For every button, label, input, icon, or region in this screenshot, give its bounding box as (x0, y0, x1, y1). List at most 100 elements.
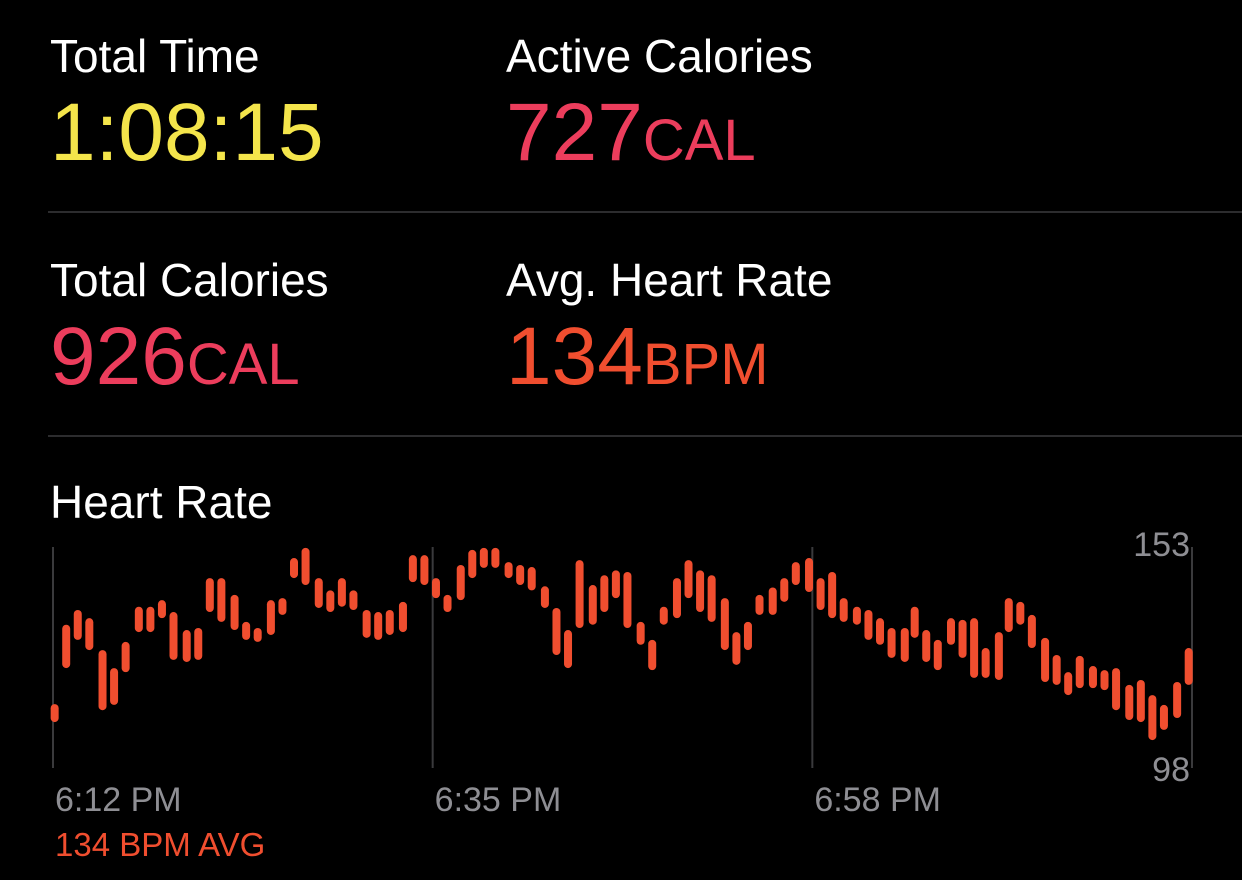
heart-rate-bar (623, 571, 632, 628)
heart-rate-bar (290, 558, 299, 579)
x-tick-label: 6:12 PM (55, 781, 182, 819)
heart-rate-bar (157, 600, 166, 619)
heart-rate-bar (900, 628, 909, 662)
metric-label: Total Time (50, 30, 260, 82)
heart-rate-bar (420, 555, 429, 586)
heart-rate-bar (864, 610, 873, 640)
heart-rate-bar (1041, 637, 1050, 682)
value: 1:08:15 (50, 87, 324, 178)
heart-rate-bar (588, 585, 597, 625)
heart-rate-bar (385, 610, 394, 635)
heart-rate-bar (1125, 684, 1134, 721)
y-tick-label: 98 (1152, 751, 1190, 789)
heart-rate-bar (696, 570, 705, 613)
heart-rate-bar (253, 628, 262, 642)
heart-rate-bar (110, 668, 119, 705)
unit: CAL (187, 332, 300, 397)
heart-rate-bar (169, 612, 178, 660)
heart-rate-bar (278, 598, 287, 615)
metric-value: 926CAL (50, 311, 300, 402)
heart-rate-bar (362, 610, 371, 638)
heart-rate-bar (85, 618, 94, 651)
chart-footer: 134 BPM AVG (55, 826, 265, 863)
heart-rate-bar (456, 565, 465, 601)
heart-rate-bar (707, 575, 716, 622)
heart-rate-bar (479, 547, 488, 568)
value: 727 (506, 87, 643, 178)
heart-rate-bar (755, 594, 764, 615)
heart-rate-bar (852, 606, 861, 625)
heart-rate-bar (1016, 601, 1025, 625)
value: 926 (50, 311, 187, 402)
heart-rate-bar (1100, 670, 1109, 691)
heart-rate-bar (780, 578, 789, 602)
heart-rate-bar (398, 601, 407, 633)
heart-rate-bar (1052, 655, 1061, 685)
x-tick-label: 6:58 PM (814, 781, 941, 819)
heart-rate-bar (672, 578, 681, 619)
heart-rate-bar (1075, 655, 1084, 689)
x-tick-label: 6:35 PM (435, 781, 562, 819)
unit: BPM (643, 332, 769, 397)
unit: CAL (643, 108, 756, 173)
heart-rate-bar (839, 598, 848, 622)
heart-rate-bar (768, 587, 777, 615)
heart-rate-bar (575, 560, 584, 628)
heart-rate-bar (910, 606, 919, 638)
heart-rate-bar (314, 578, 323, 608)
heart-rate-bar (946, 618, 955, 645)
heart-rate-bar (349, 590, 358, 610)
heart-rate-bar (98, 650, 107, 711)
metric-label: Total Calories (50, 254, 329, 306)
heart-rate-bar (134, 606, 143, 633)
heart-rate-bar (1088, 666, 1097, 689)
value: 134 (506, 311, 643, 402)
heart-rate-bar (933, 639, 942, 671)
heart-rate-bar (659, 606, 668, 625)
heart-rate-bar (182, 630, 191, 662)
heart-rate-bar (958, 619, 967, 658)
heart-rate-bar (970, 618, 979, 678)
heart-rate-bar (732, 632, 741, 665)
heart-rate-bar (1159, 704, 1168, 730)
y-tick-label: 153 (1133, 526, 1190, 564)
heart-rate-bar (491, 547, 500, 568)
heart-rate-bar (981, 648, 990, 678)
metric-label: Avg. Heart Rate (506, 254, 832, 306)
heart-rate-bar (443, 594, 452, 613)
metric-value: 134BPM (506, 311, 769, 402)
heart-rate-bar (337, 578, 346, 607)
heart-rate-bar (611, 570, 620, 599)
heart-rate-bar (648, 639, 657, 671)
heart-rate-bar (876, 618, 885, 645)
heart-rate-bar (600, 575, 609, 613)
heart-rate-bar (205, 578, 214, 613)
heart-rate-bar (217, 578, 226, 622)
heart-rate-bar (887, 628, 896, 658)
heart-rate-bar (146, 606, 155, 633)
heart-rate-bar (791, 562, 800, 586)
heart-rate-bar (720, 598, 729, 651)
heart-rate-bar (1136, 679, 1145, 723)
heart-rate-bar (230, 594, 239, 631)
heart-rate-bar (743, 621, 752, 651)
heart-rate-bar (1173, 682, 1182, 718)
heart-rate-bar (527, 567, 536, 591)
metric-value: 727CAL (506, 87, 756, 178)
heart-rate-bar (408, 555, 417, 583)
heart-rate-bar (1064, 672, 1073, 696)
heart-rate-bar (1184, 648, 1193, 685)
heart-rate-bar (1027, 614, 1036, 649)
heart-rate-bar (564, 630, 573, 669)
heart-rate-bar (516, 565, 525, 586)
chart-title: Heart Rate (50, 476, 272, 528)
heart-rate-bar (73, 610, 82, 640)
heart-rate-bar (552, 607, 561, 655)
heart-rate-bar (266, 600, 275, 635)
metric-value: 1:08:15 (50, 87, 324, 178)
heart-rate-bar (121, 641, 130, 673)
heart-rate-bar (805, 558, 814, 592)
heart-rate-bar (816, 578, 825, 610)
